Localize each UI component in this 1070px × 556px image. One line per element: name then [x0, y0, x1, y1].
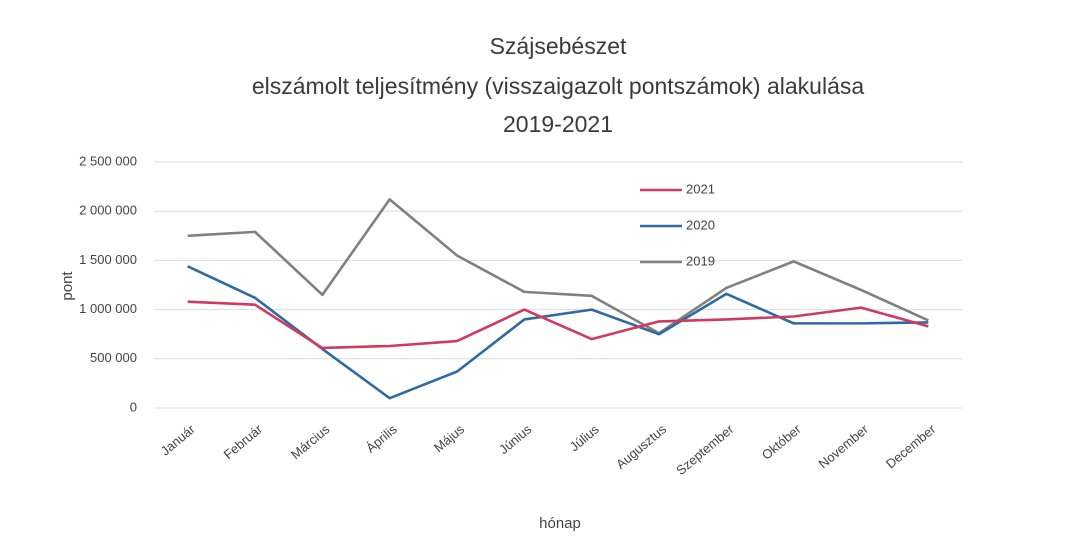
y-tick-label: 1 500 000	[79, 252, 137, 267]
y-tick-label: 2 500 000	[79, 153, 137, 168]
y-tick-label: 1 000 000	[79, 301, 137, 316]
x-axis-label: hónap	[539, 515, 581, 532]
series-line	[187, 198, 929, 335]
legend-label: 2020	[686, 217, 715, 232]
y-axis-label: pont	[59, 271, 76, 301]
chart-title: 2019-2021	[503, 111, 613, 137]
y-tick-label: 0	[130, 399, 137, 414]
series-line	[187, 300, 929, 350]
chart-title: elszámolt teljesítmény (visszaigazolt po…	[252, 73, 865, 99]
y-tick-label: 2 000 000	[79, 203, 137, 218]
y-tick-label: 500 000	[90, 350, 137, 365]
legend-label: 2019	[686, 253, 715, 268]
legend-label: 2021	[686, 181, 715, 196]
chart-title: Szájsebészet	[490, 33, 627, 59]
